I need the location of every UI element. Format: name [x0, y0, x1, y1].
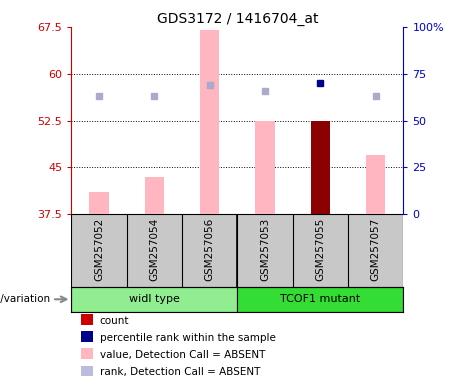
Text: GSM257057: GSM257057	[371, 218, 381, 281]
Bar	[255, 121, 275, 214]
Text: GSM257052: GSM257052	[94, 218, 104, 281]
Text: GSM257053: GSM257053	[260, 218, 270, 281]
Bar	[89, 192, 109, 214]
Bar	[237, 286, 403, 312]
Bar	[366, 155, 385, 214]
Text: rank, Detection Call = ABSENT: rank, Detection Call = ABSENT	[100, 367, 260, 377]
Bar	[82, 314, 93, 325]
Text: GSM257055: GSM257055	[315, 218, 325, 281]
Text: genotype/variation: genotype/variation	[0, 294, 51, 304]
Bar	[71, 286, 237, 312]
Bar	[82, 331, 93, 343]
Bar	[82, 366, 93, 376]
Title: GDS3172 / 1416704_at: GDS3172 / 1416704_at	[157, 12, 318, 26]
Text: value, Detection Call = ABSENT: value, Detection Call = ABSENT	[100, 349, 265, 360]
Text: TCOF1 mutant: TCOF1 mutant	[280, 294, 361, 304]
Text: count: count	[100, 316, 129, 326]
Text: GSM257056: GSM257056	[205, 218, 215, 281]
Bar	[145, 177, 164, 214]
Bar	[82, 349, 93, 359]
Bar	[311, 121, 330, 214]
Text: percentile rank within the sample: percentile rank within the sample	[100, 333, 276, 343]
Bar	[200, 30, 219, 214]
Text: widl type: widl type	[129, 294, 180, 304]
Text: GSM257054: GSM257054	[149, 218, 160, 281]
